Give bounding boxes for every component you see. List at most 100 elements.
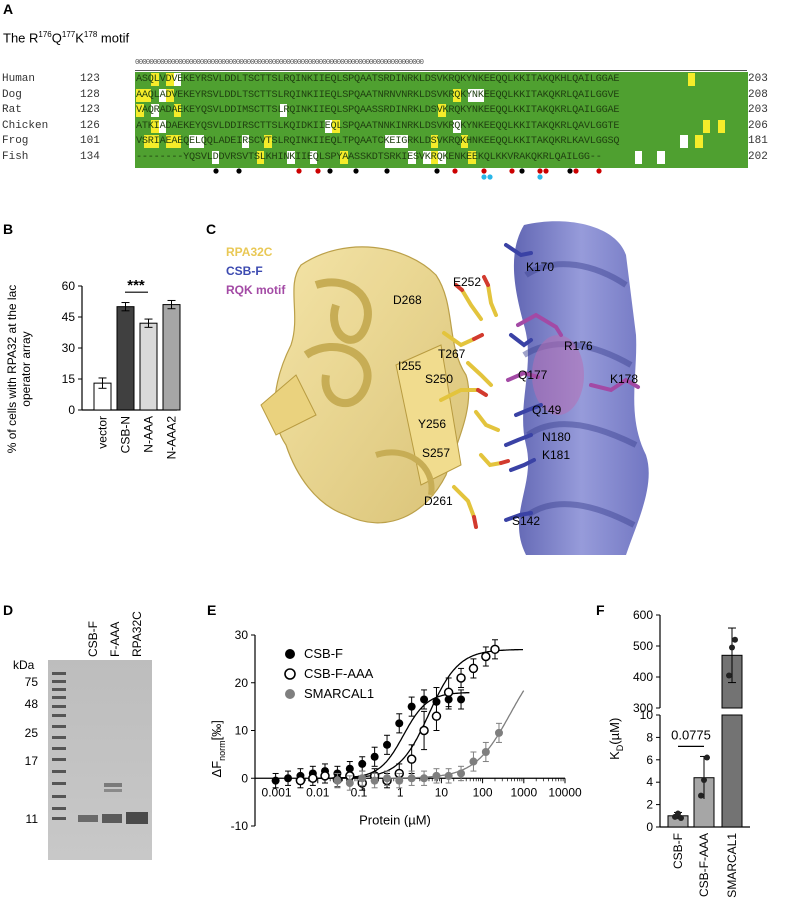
res-d261: D261	[424, 494, 453, 508]
different-residue	[385, 135, 393, 148]
e-ytick-label: 0	[241, 771, 248, 785]
b-ytick-label: 60	[62, 279, 76, 293]
e-xtick-label: 0.001	[262, 785, 292, 799]
alignment-row: Chicken 126 ATKIADAEKEYQSVLDDIRSCTTSLKQIDK…	[0, 119, 786, 134]
e-point	[419, 725, 429, 736]
f-point	[726, 672, 732, 679]
b-bar	[139, 322, 158, 411]
similar-residue	[173, 135, 182, 148]
alignment-dots	[213, 168, 602, 180]
f-pval-label: 0.0775	[671, 727, 711, 742]
conservation-dot	[296, 168, 302, 174]
different-residue	[679, 135, 688, 148]
e-ytick-label: -10	[231, 819, 249, 833]
f-ytick-label: 600	[633, 608, 653, 622]
e-legend-marker	[285, 689, 295, 699]
e-point	[469, 757, 478, 766]
panel-label-a: A	[3, 1, 14, 17]
similar-residue	[430, 150, 439, 164]
similar-residue	[151, 119, 159, 133]
e-point	[358, 774, 367, 783]
b-ytick-label: 0	[68, 403, 75, 417]
res-y256: Y256	[418, 417, 446, 431]
e-point	[431, 711, 442, 721]
panel-e-chart: -10 0 10 20 30 0.001 0.01 0.1 1 10 100 1000 10000 Pro…	[231, 628, 582, 833]
res-t267: T267	[438, 347, 466, 361]
e-xtick-label: 1	[397, 785, 404, 799]
e-point	[383, 774, 392, 783]
seq-start: 134	[80, 150, 100, 163]
e-point	[308, 773, 318, 783]
kda-label: kDa	[13, 658, 35, 672]
e-point	[271, 776, 280, 785]
interface-dot	[481, 174, 487, 180]
e-point	[284, 774, 293, 783]
b-category-label: vector	[96, 416, 110, 449]
conservation-dot	[384, 168, 390, 174]
conservation-dot	[519, 168, 525, 174]
panel-label-c: C	[206, 221, 217, 237]
different-residue	[468, 88, 476, 102]
b-category-label: N-AAA	[142, 416, 156, 453]
b-category-label: CSB-N	[119, 416, 133, 453]
b-ytick-label: 45	[62, 310, 76, 324]
similar-residue	[173, 104, 182, 117]
different-residue	[158, 119, 167, 133]
panel-e-ylabel-wrap: ΔFnorm[‰]	[208, 690, 228, 810]
different-residue	[453, 119, 461, 133]
species-name: Human	[2, 73, 36, 85]
res-k170: K170	[526, 260, 554, 274]
f-ytick-label: 400	[633, 670, 653, 684]
e-point	[358, 759, 367, 768]
seq-end: 181	[748, 135, 768, 147]
res-q149: Q149	[532, 403, 562, 417]
f-point	[701, 776, 707, 783]
different-residue	[324, 119, 333, 133]
f-ytick-label: 0	[646, 820, 653, 834]
f-ytick-label: 2	[646, 798, 653, 812]
legend-csbf: CSB-F	[226, 264, 263, 278]
e-point	[407, 774, 416, 783]
helix-line	[135, 70, 747, 71]
b-bar	[162, 304, 181, 411]
e-point	[457, 769, 466, 778]
conservation-dot	[434, 168, 440, 174]
lane-faaa: F-AAA	[108, 622, 122, 657]
similar-residue	[332, 119, 340, 133]
marker-25: 25	[25, 726, 39, 740]
different-residue	[309, 150, 318, 164]
b-sig-label: ***	[127, 277, 145, 294]
e-point	[370, 776, 379, 785]
b-ytick-label: 15	[62, 372, 76, 386]
b-ytick-label: 30	[62, 341, 76, 355]
different-residue	[188, 135, 197, 148]
e-point	[481, 747, 490, 756]
different-residue	[400, 135, 408, 148]
conservation-dot	[452, 168, 458, 174]
similar-residue	[468, 150, 476, 164]
similar-residue	[166, 88, 174, 102]
e-xtick-label: 0.1	[351, 785, 368, 799]
different-residue	[634, 150, 643, 164]
different-residue	[173, 73, 182, 86]
e-point	[490, 644, 500, 655]
different-residue	[657, 150, 665, 164]
similar-residue	[264, 135, 272, 148]
res-q177: Q177	[518, 368, 548, 382]
conservation-dot	[573, 168, 579, 174]
similar-residue	[453, 88, 461, 102]
e-point	[432, 771, 441, 780]
seq-start: 123	[80, 104, 100, 116]
similar-residue	[695, 135, 703, 148]
similar-residue	[430, 135, 439, 148]
sequence: --------YQSVLDDVRSVTSLKHINKIIEQLSPYAASSK…	[136, 151, 602, 163]
res-s250: S250	[425, 372, 453, 386]
species-name: Fish	[2, 150, 29, 163]
e-point	[345, 779, 354, 788]
res-n180: N180	[542, 430, 571, 444]
similar-residue	[166, 73, 174, 86]
f-category-label: SMARCAL1	[725, 833, 739, 898]
different-residue	[392, 135, 401, 148]
e-point	[406, 754, 417, 764]
